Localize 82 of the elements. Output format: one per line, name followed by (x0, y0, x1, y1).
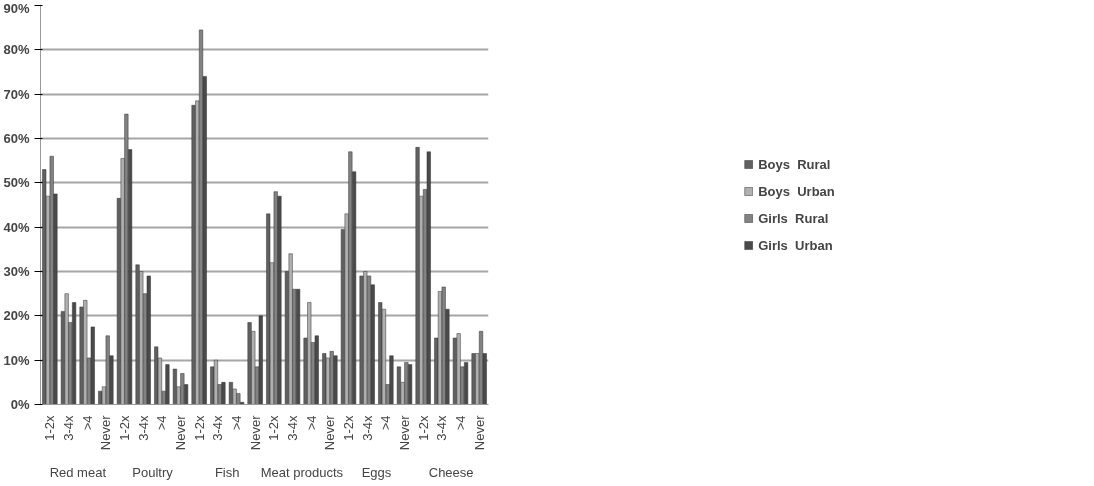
x-tick-label: >4 (378, 415, 394, 431)
x-tick-label: 3-4x (434, 415, 450, 441)
bar (154, 346, 159, 405)
bar (42, 169, 47, 405)
text: Eggs (361, 464, 392, 480)
legend-label: Girls Urban (758, 237, 833, 253)
bar (329, 351, 334, 405)
bar (359, 275, 364, 405)
x-tick-label: 3-4x (210, 415, 226, 441)
x-tick-label: 3-4x (285, 415, 300, 441)
bar (396, 366, 401, 405)
bar (296, 288, 301, 405)
bar (49, 155, 54, 405)
legend-label: Boys Urban (758, 183, 835, 199)
y-tick-label: 90% (3, 0, 30, 16)
bar (471, 353, 476, 405)
x-tick-label: 1-2x (415, 415, 431, 441)
bar (314, 335, 319, 405)
x-tick-label: 3-4x (135, 415, 151, 441)
bar (124, 113, 129, 405)
bar (464, 362, 469, 405)
bar (221, 382, 226, 405)
x-tick-label: Never (397, 414, 412, 451)
legend-label: Boys Rural (758, 156, 831, 172)
bar (333, 355, 338, 405)
bar (322, 353, 327, 405)
x-tick-label: 1-2x (191, 415, 207, 441)
bar (452, 337, 457, 405)
bar (404, 362, 409, 405)
bar (415, 147, 420, 405)
bar (266, 213, 271, 405)
y-tick-label: 60% (3, 131, 30, 146)
bar (441, 286, 446, 405)
legend-label: Girls Rural (758, 210, 829, 226)
bar (408, 364, 413, 405)
y-tick-label: 30% (3, 264, 30, 279)
x-tick-label: Never (173, 414, 188, 451)
y-tick-label: 20% (3, 308, 30, 324)
text: Cheese (428, 464, 474, 480)
bar (135, 264, 140, 405)
bar (426, 151, 431, 405)
x-tick-label: Never (247, 414, 263, 451)
x-tick-label: 1-2x (341, 415, 356, 441)
bar (273, 191, 278, 405)
bar (228, 382, 233, 405)
bar (258, 315, 263, 405)
bar (277, 195, 282, 405)
text: Poultry (132, 464, 174, 480)
bar (98, 390, 103, 405)
bar (165, 364, 170, 405)
y-tick-label: 70% (3, 86, 30, 102)
x-tick-label: >4 (79, 415, 95, 431)
y-tick-label: 0% (10, 397, 30, 412)
text: Red meat (49, 464, 107, 480)
bar (180, 373, 185, 405)
bar (90, 326, 95, 405)
x-tick-label: Never (471, 414, 487, 451)
x-tick-label: Never (322, 414, 338, 451)
y-tick-label: 10% (3, 352, 30, 368)
bar (72, 302, 77, 405)
bar (247, 322, 252, 405)
x-tick-label: 3-4x (359, 415, 375, 441)
bar (172, 368, 177, 405)
bar (105, 335, 110, 405)
bar (378, 302, 383, 405)
x-tick-label: 3-4x (61, 415, 76, 441)
x-tick-label: >4 (154, 415, 170, 431)
y-tick-label: 80% (3, 42, 30, 58)
x-tick-label: 1-2x (42, 415, 58, 441)
y-tick-label: 50% (3, 175, 30, 191)
bar (146, 275, 151, 405)
text: Meat products (260, 464, 344, 480)
bar (348, 151, 353, 405)
x-tick-label: >4 (229, 415, 244, 431)
x-tick-label: >4 (453, 415, 468, 431)
x-tick-label: 1-2x (266, 415, 282, 441)
x-tick-label: Never (98, 414, 114, 451)
y-tick-label: 40% (3, 219, 30, 235)
x-tick-label: 1-2x (117, 415, 132, 441)
bar (389, 355, 394, 405)
text: Fish (214, 464, 240, 480)
x-tick-label: >4 (303, 415, 319, 431)
